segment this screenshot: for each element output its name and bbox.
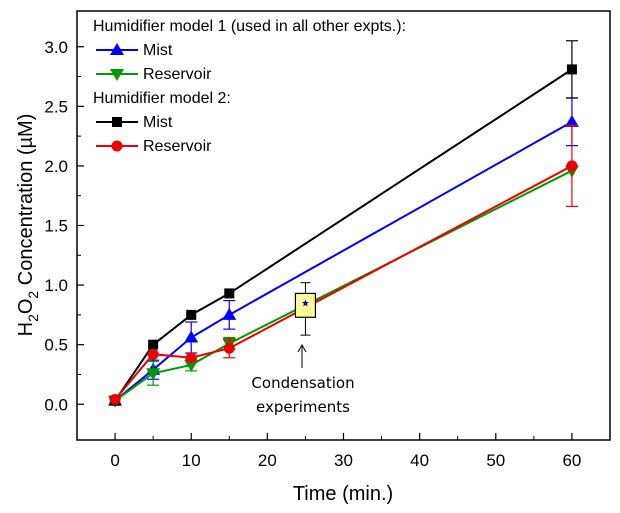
y-tick-label: 0.0 (44, 395, 68, 414)
data-point (222, 307, 237, 320)
annotation-arrowhead (297, 343, 307, 353)
data-point (109, 393, 121, 405)
x-axis-title: Time (min.) (293, 483, 393, 505)
legend-label: Mist (143, 114, 173, 131)
annotation-line-1: Condensation (251, 374, 354, 392)
data-point (564, 114, 579, 127)
y-tick-label: 1.5 (44, 217, 68, 236)
legend-swatch-marker (112, 117, 122, 127)
series-line (114, 165, 573, 401)
data-point (186, 309, 197, 320)
y-tick-label: 2.0 (44, 157, 68, 176)
data-point (224, 288, 235, 299)
y-axis-title: H2O2 Concentration (µM) (15, 114, 41, 337)
legend-label: Reservoir (143, 66, 212, 83)
x-tick-label: 0 (110, 451, 119, 470)
series-line (114, 169, 573, 402)
x-tick-label: 10 (182, 451, 201, 470)
condensation-box (294, 282, 317, 336)
data-point (566, 160, 578, 172)
y-tick-label: 0.5 (44, 336, 68, 355)
y-tick-label: 1.0 (44, 276, 68, 295)
x-tick-label: 30 (334, 451, 353, 470)
x-tick-label: 50 (486, 451, 505, 470)
x-tick-label: 20 (258, 451, 277, 470)
legend-swatch-marker (110, 69, 124, 81)
data-point (184, 359, 199, 372)
x-tick-label: 60 (562, 451, 581, 470)
annotation: Condensation experiments (251, 343, 355, 416)
legend: Humidifier model 1 (used in all other ex… (93, 18, 406, 155)
legend-label: Mist (143, 42, 173, 59)
y-tick-label: 2.5 (44, 97, 68, 116)
series-model2-reservoir (109, 124, 578, 405)
legend-swatch-marker (110, 43, 124, 55)
data-point (146, 368, 161, 381)
box-mean-star (301, 299, 309, 307)
y-tick-label: 3.0 (44, 38, 68, 57)
x-tick-label: 40 (410, 451, 429, 470)
legend-swatch-marker (111, 140, 123, 152)
annotation-line-2: experiments (256, 398, 350, 416)
series-line (114, 68, 573, 402)
axis-ticks: 0 10 20 30 40 50 60 0.0 0.5 1.0 1.5 2.0 2.5 3.0 (44, 38, 581, 470)
series-line (114, 120, 573, 402)
data-point (184, 330, 199, 343)
data-point (147, 348, 159, 360)
box-body (294, 292, 317, 318)
data-point (148, 339, 159, 350)
data-point (223, 342, 235, 354)
series-model2-mist (110, 40, 578, 406)
legend-group-title: Humidifier model 1 (used in all other ex… (93, 18, 406, 35)
data-point (185, 352, 197, 364)
legend-group-title: Humidifier model 2: (93, 90, 231, 107)
legend-label: Reservoir (143, 138, 212, 155)
series-layer (108, 40, 579, 408)
data-point (566, 64, 577, 75)
